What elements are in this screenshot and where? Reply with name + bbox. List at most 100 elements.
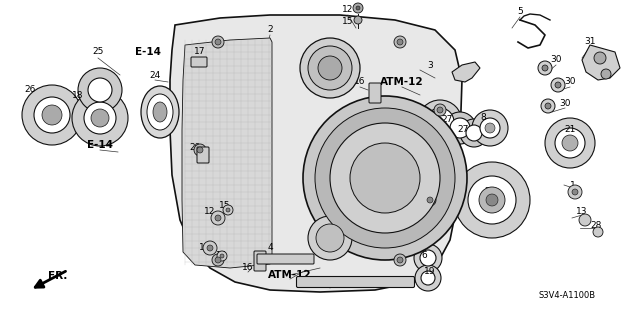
Circle shape	[545, 103, 551, 109]
Text: 7: 7	[405, 167, 411, 176]
Circle shape	[480, 118, 500, 138]
Circle shape	[424, 194, 436, 206]
Circle shape	[226, 208, 230, 212]
Text: 6: 6	[421, 251, 427, 261]
Circle shape	[330, 123, 440, 233]
Circle shape	[418, 100, 462, 144]
Text: 30: 30	[564, 78, 576, 86]
Circle shape	[215, 39, 221, 45]
Circle shape	[203, 241, 217, 255]
Circle shape	[350, 143, 420, 213]
Text: 5: 5	[517, 8, 523, 17]
Polygon shape	[182, 38, 272, 268]
FancyBboxPatch shape	[296, 277, 415, 287]
Circle shape	[538, 61, 552, 75]
Ellipse shape	[147, 94, 173, 130]
Circle shape	[542, 65, 548, 71]
Text: 30: 30	[559, 100, 571, 108]
Circle shape	[398, 160, 438, 200]
Circle shape	[22, 85, 82, 145]
Circle shape	[223, 205, 233, 215]
Text: 17: 17	[195, 48, 205, 56]
Circle shape	[434, 104, 446, 116]
Text: ATM-12: ATM-12	[268, 270, 312, 280]
Text: 9: 9	[327, 280, 333, 290]
Text: 11: 11	[199, 243, 211, 253]
Ellipse shape	[141, 86, 179, 138]
Text: 24: 24	[149, 70, 161, 79]
Circle shape	[601, 69, 611, 79]
Circle shape	[426, 108, 454, 136]
Text: 29: 29	[189, 144, 201, 152]
FancyBboxPatch shape	[254, 251, 266, 271]
Circle shape	[308, 216, 352, 260]
Circle shape	[555, 82, 561, 88]
Circle shape	[84, 102, 116, 134]
Text: 23: 23	[414, 106, 426, 115]
Text: 27: 27	[442, 115, 452, 124]
Circle shape	[397, 137, 433, 173]
Text: 27: 27	[458, 125, 468, 135]
Text: 2: 2	[267, 26, 273, 34]
Circle shape	[72, 90, 128, 146]
Circle shape	[318, 56, 342, 80]
Text: 20: 20	[389, 130, 401, 139]
Text: 31: 31	[584, 38, 596, 47]
Circle shape	[207, 245, 213, 251]
Circle shape	[562, 135, 578, 151]
Text: FR.: FR.	[48, 271, 68, 281]
Text: 8: 8	[480, 114, 486, 122]
Text: 12: 12	[342, 5, 354, 14]
Circle shape	[572, 189, 578, 195]
Circle shape	[315, 108, 455, 248]
FancyBboxPatch shape	[257, 254, 314, 264]
Circle shape	[353, 3, 363, 13]
Circle shape	[551, 78, 565, 92]
Circle shape	[212, 254, 224, 266]
Circle shape	[450, 118, 470, 138]
Circle shape	[437, 107, 443, 113]
Text: 26: 26	[24, 85, 36, 94]
Circle shape	[308, 46, 352, 90]
Circle shape	[394, 36, 406, 48]
Circle shape	[354, 16, 362, 24]
Circle shape	[555, 128, 585, 158]
Circle shape	[414, 244, 442, 272]
Text: 19: 19	[424, 268, 436, 277]
Circle shape	[485, 123, 495, 133]
FancyBboxPatch shape	[191, 57, 207, 67]
FancyBboxPatch shape	[369, 83, 381, 103]
Text: S3V4-A1100B: S3V4-A1100B	[538, 291, 596, 300]
Text: ATM-12: ATM-12	[380, 77, 424, 87]
Text: 4: 4	[267, 243, 273, 253]
Circle shape	[34, 97, 70, 133]
Ellipse shape	[153, 102, 167, 122]
Polygon shape	[452, 62, 480, 82]
Text: 14: 14	[216, 251, 228, 261]
Circle shape	[78, 68, 122, 112]
Circle shape	[215, 215, 221, 221]
Text: 16: 16	[355, 78, 365, 86]
Text: 18: 18	[72, 92, 84, 100]
Circle shape	[394, 254, 406, 266]
Circle shape	[427, 197, 433, 203]
Circle shape	[466, 125, 482, 141]
Circle shape	[468, 176, 516, 224]
Circle shape	[568, 185, 582, 199]
Circle shape	[460, 119, 488, 147]
Circle shape	[215, 257, 221, 263]
Circle shape	[454, 162, 530, 238]
Circle shape	[303, 96, 467, 260]
Text: E-14: E-14	[135, 47, 161, 57]
Circle shape	[88, 78, 112, 102]
Circle shape	[421, 271, 435, 285]
Text: 15: 15	[220, 201, 231, 210]
Text: 16: 16	[243, 263, 253, 272]
Circle shape	[386, 148, 450, 212]
Circle shape	[356, 6, 360, 10]
Circle shape	[91, 109, 109, 127]
Circle shape	[387, 127, 443, 183]
Circle shape	[415, 265, 441, 291]
Circle shape	[420, 250, 436, 266]
Circle shape	[594, 52, 606, 64]
